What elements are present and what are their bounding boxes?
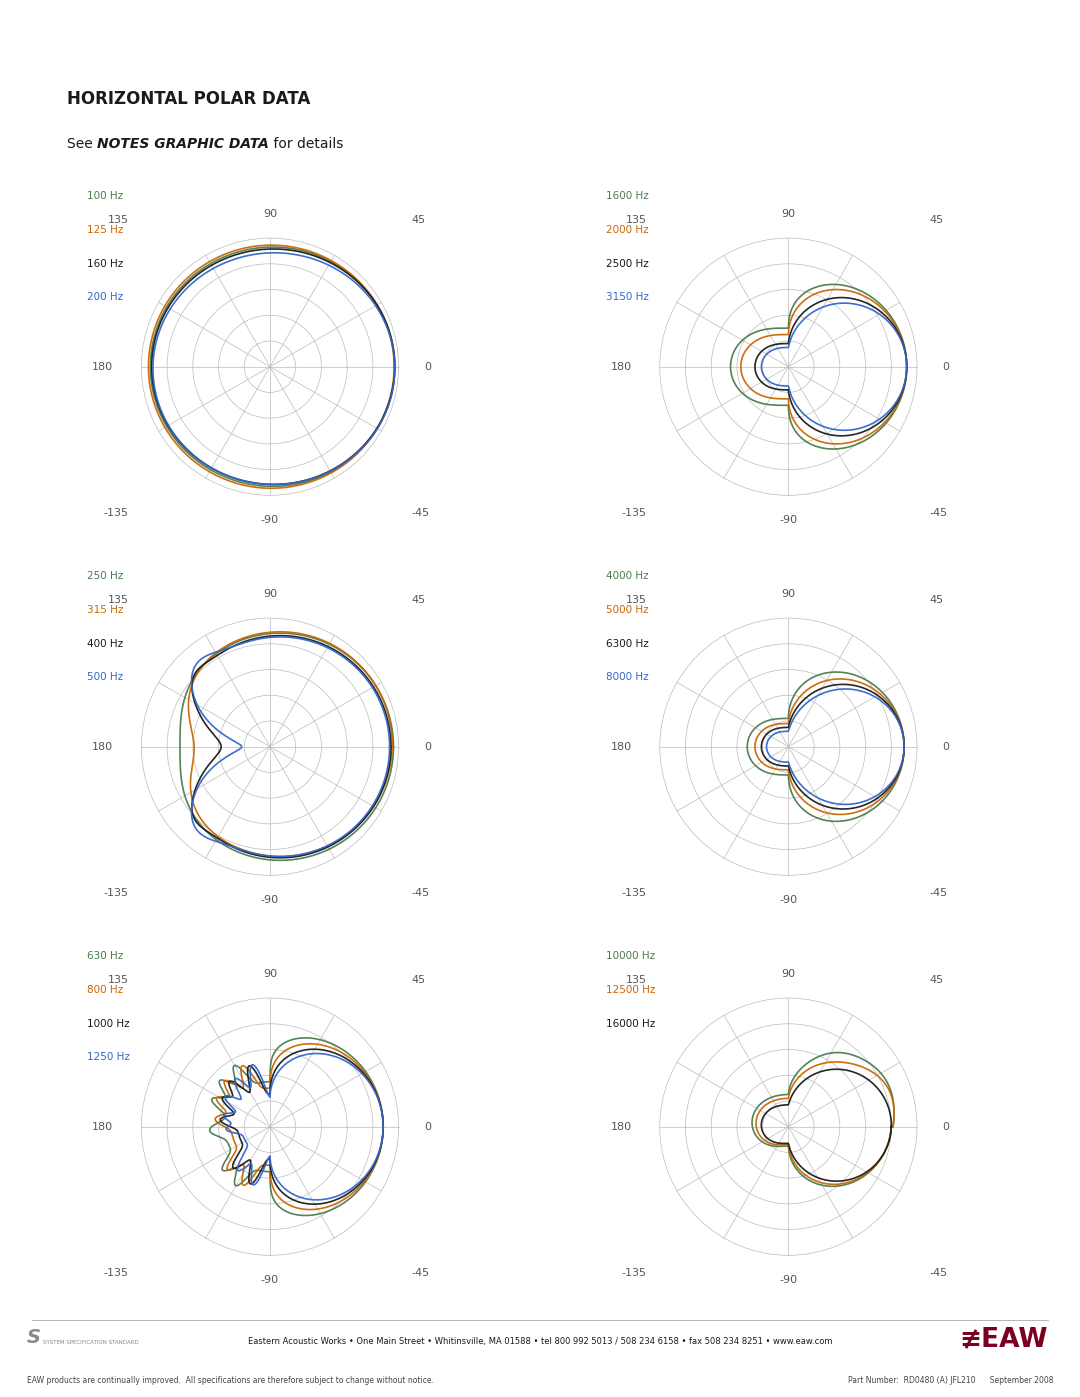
Text: 90: 90 <box>781 588 796 599</box>
Text: 90: 90 <box>262 968 278 979</box>
Text: -135: -135 <box>622 509 647 518</box>
Text: -45: -45 <box>411 888 430 898</box>
Text: 180: 180 <box>610 1122 632 1132</box>
Text: 90: 90 <box>781 208 796 219</box>
Text: 4000 Hz: 4000 Hz <box>606 571 648 581</box>
Text: 12500 Hz: 12500 Hz <box>606 985 654 995</box>
Text: -45: -45 <box>930 509 948 518</box>
Text: 45: 45 <box>411 595 426 605</box>
Text: 45: 45 <box>930 215 944 225</box>
Text: 1250 Hz: 1250 Hz <box>87 1052 130 1062</box>
Text: 2000 Hz: 2000 Hz <box>606 225 648 235</box>
Text: 16000 Hz: 16000 Hz <box>606 1018 654 1028</box>
Text: -90: -90 <box>780 894 797 905</box>
Text: 0: 0 <box>943 362 949 372</box>
Text: 5000 Hz: 5000 Hz <box>606 605 648 615</box>
Text: 0: 0 <box>424 742 431 752</box>
Text: -135: -135 <box>104 509 129 518</box>
Text: 135: 135 <box>626 215 647 225</box>
Text: 90: 90 <box>262 208 278 219</box>
Text: S: S <box>27 1329 41 1347</box>
Text: EAW products are continually improved.  All specifications are therefore subject: EAW products are continually improved. A… <box>27 1376 434 1384</box>
Text: 135: 135 <box>108 975 129 985</box>
Text: 1000 Hz: 1000 Hz <box>87 1018 130 1028</box>
Text: 3150 Hz: 3150 Hz <box>606 292 648 302</box>
Text: group·J: group·J <box>963 32 1048 56</box>
Text: 180: 180 <box>610 362 632 372</box>
Text: 2500 Hz: 2500 Hz <box>606 258 648 268</box>
Text: -90: -90 <box>261 894 279 905</box>
Text: 630 Hz: 630 Hz <box>87 951 123 961</box>
Text: 6300 Hz: 6300 Hz <box>606 638 648 648</box>
Text: 180: 180 <box>92 1122 113 1132</box>
Text: -90: -90 <box>261 1274 279 1285</box>
Text: for details: for details <box>269 137 343 151</box>
Text: -45: -45 <box>411 509 430 518</box>
Text: 135: 135 <box>626 595 647 605</box>
Text: 1600 Hz: 1600 Hz <box>606 191 648 201</box>
Text: 500 Hz: 500 Hz <box>87 672 123 682</box>
Text: HORIZONTAL POLAR DATA: HORIZONTAL POLAR DATA <box>67 89 310 108</box>
Text: 315 Hz: 315 Hz <box>87 605 123 615</box>
Text: 90: 90 <box>781 968 796 979</box>
Text: -135: -135 <box>104 1268 129 1278</box>
Text: 135: 135 <box>626 975 647 985</box>
Text: 800 Hz: 800 Hz <box>87 985 123 995</box>
Text: -45: -45 <box>411 1268 430 1278</box>
Text: 0: 0 <box>424 362 431 372</box>
Text: -45: -45 <box>930 1268 948 1278</box>
Text: 180: 180 <box>92 362 113 372</box>
Text: 135: 135 <box>108 215 129 225</box>
Text: 400 Hz: 400 Hz <box>87 638 123 648</box>
Text: -135: -135 <box>622 888 647 898</box>
Text: -90: -90 <box>780 1274 797 1285</box>
Text: 160 Hz: 160 Hz <box>87 258 123 268</box>
Text: 10000 Hz: 10000 Hz <box>606 951 654 961</box>
Text: 45: 45 <box>411 215 426 225</box>
Text: -90: -90 <box>780 514 797 525</box>
Text: 0: 0 <box>424 1122 431 1132</box>
Text: 250 Hz: 250 Hz <box>87 571 123 581</box>
Text: 180: 180 <box>610 742 632 752</box>
Text: NOTES GRAPHIC DATA: NOTES GRAPHIC DATA <box>97 137 269 151</box>
Text: ≢EAW: ≢EAW <box>959 1326 1048 1352</box>
Text: SYSTEM SPECIFICATION STANDARD: SYSTEM SPECIFICATION STANDARD <box>43 1340 139 1345</box>
Text: 180: 180 <box>92 742 113 752</box>
Text: -90: -90 <box>261 514 279 525</box>
Text: See: See <box>67 137 97 151</box>
Text: 125 Hz: 125 Hz <box>87 225 123 235</box>
Text: Eastern Acoustic Works • One Main Street • Whitinsville, MA 01588 • tel 800 992 : Eastern Acoustic Works • One Main Street… <box>247 1337 833 1345</box>
Text: 0: 0 <box>943 742 949 752</box>
Text: 45: 45 <box>930 595 944 605</box>
Text: -135: -135 <box>104 888 129 898</box>
Text: 45: 45 <box>930 975 944 985</box>
Text: 8000 Hz: 8000 Hz <box>606 672 648 682</box>
Text: 135: 135 <box>108 595 129 605</box>
Text: -135: -135 <box>622 1268 647 1278</box>
Text: 100 Hz: 100 Hz <box>87 191 123 201</box>
Text: 200 Hz: 200 Hz <box>87 292 123 302</box>
Text: 90: 90 <box>262 588 278 599</box>
Text: Part Number:  RD0480 (A) JFL210      September 2008: Part Number: RD0480 (A) JFL210 September… <box>848 1376 1053 1384</box>
Text: J F L 2 1 0   S p e c i f i c a t i o n s: J F L 2 1 0 S p e c i f i c a t i o n s <box>32 35 514 54</box>
Text: 45: 45 <box>411 975 426 985</box>
Text: 0: 0 <box>943 1122 949 1132</box>
Text: -45: -45 <box>930 888 948 898</box>
